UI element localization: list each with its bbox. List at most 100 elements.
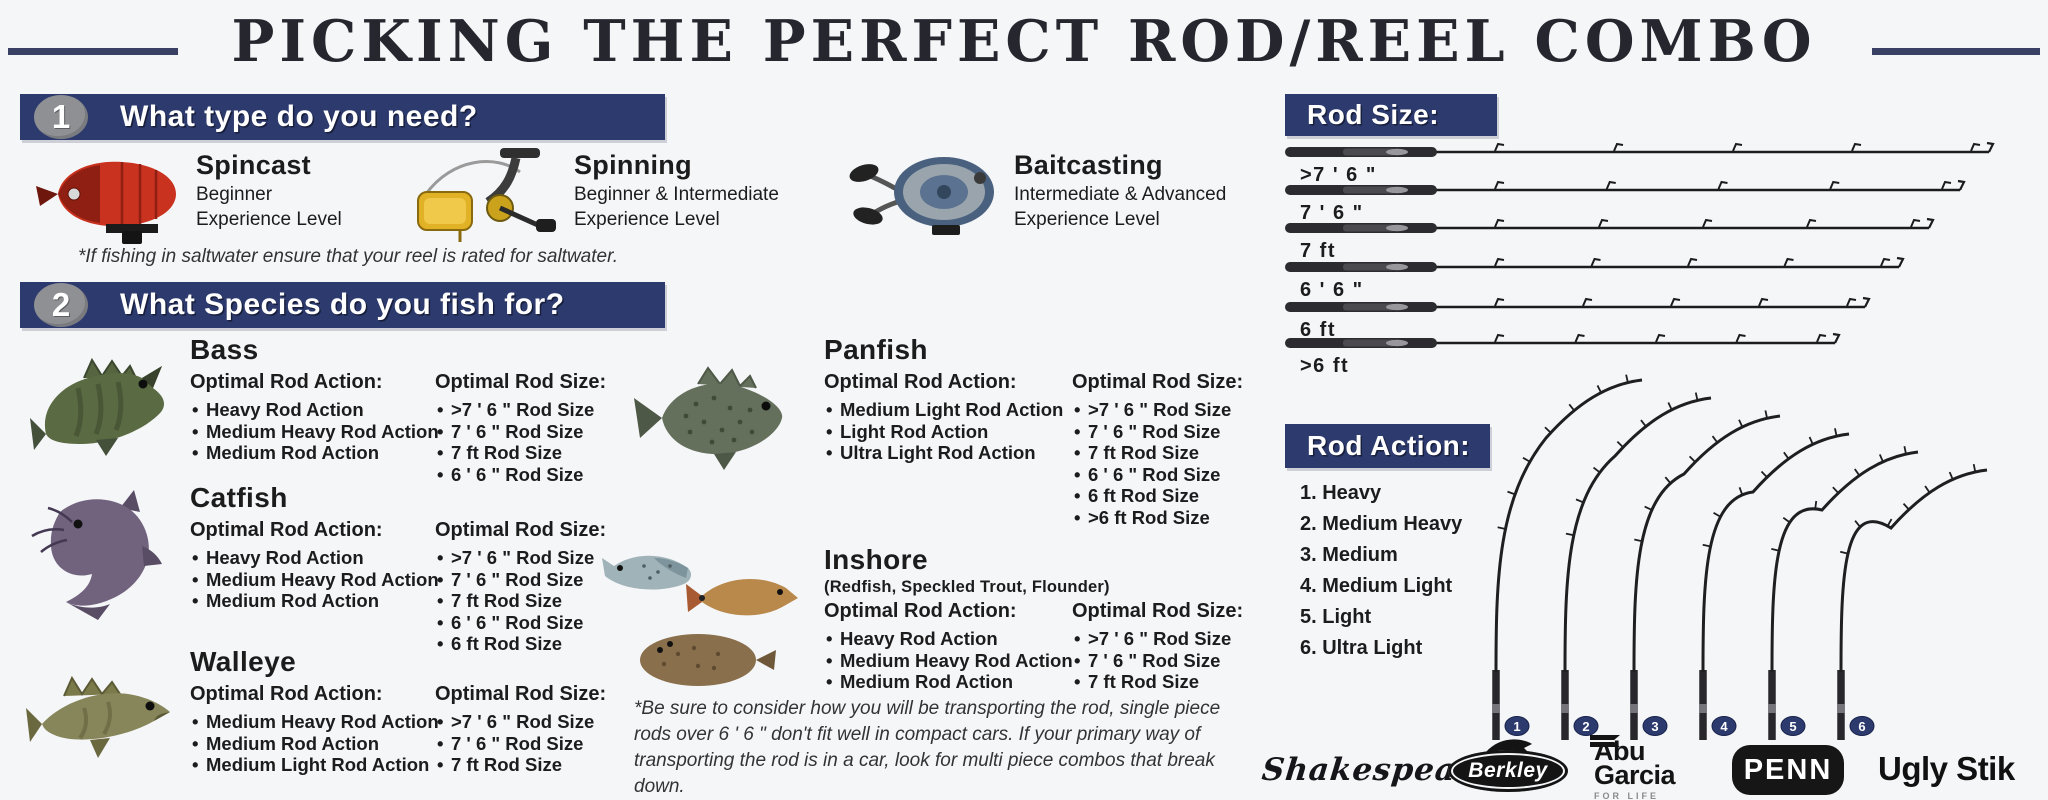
walleye-rod-action-list: Medium Heavy Rod ActionMedium Rod Action…	[190, 711, 439, 776]
brand-berkley: Berkley	[1448, 739, 1568, 792]
inshore-subtitle: (Redfish, Speckled Trout, Flounder)	[824, 578, 1110, 596]
rod-action-legend-item: 4. Medium Light	[1300, 575, 1453, 597]
rod-size-rod-4	[1285, 256, 1907, 283]
brand-abu-garcia: Abu Garcia FOR LIFE	[1590, 735, 1676, 800]
optimal-rod-size-label: Optimal Rod Size:	[435, 519, 607, 541]
rod-size-item: >7 ' 6 " Rod Size	[1072, 628, 1243, 650]
rod-size-item: >7 ' 6 " Rod Size	[1072, 399, 1243, 421]
rod-size-rod-6	[1285, 332, 1843, 359]
step2-heading: What Species do you fish for?	[120, 288, 565, 321]
rod-action-heading: Rod Action:	[1307, 430, 1471, 461]
abu-garcia-tagline: FOR LIFE	[1594, 790, 1659, 800]
step2-number-badge: 2	[34, 283, 88, 327]
bass-rod-action-list: Heavy Rod ActionMedium Heavy Rod ActionM…	[190, 399, 439, 464]
catfish-fish-image	[24, 484, 180, 620]
svg-text:6: 6	[1858, 719, 1865, 734]
rod-size-item: 6 ft Rod Size	[1072, 485, 1243, 507]
abu-garcia-flag-icon	[1590, 735, 1620, 747]
rod-size-rod-2	[1285, 179, 1968, 206]
rod-size-label-6: >6 ft	[1300, 355, 1350, 377]
svg-text:3: 3	[1651, 719, 1658, 734]
rod-size-item: 7 ft Rod Size	[1072, 671, 1243, 693]
reel-level-line1: Beginner	[196, 184, 273, 205]
spincast-reel-image	[28, 146, 186, 246]
rod-size-item: 7 ft Rod Size	[435, 754, 606, 776]
rod-action-banner: Rod Action:	[1285, 424, 1490, 468]
panfish-fish-image	[626, 360, 804, 472]
rod-size-item: 6 ' 6 " Rod Size	[435, 612, 606, 634]
rod-size-item: 7 ' 6 " Rod Size	[435, 421, 606, 443]
panfish-rod-action-list: Medium Light Rod ActionLight Rod ActionU…	[824, 399, 1063, 464]
species-name-walleye: Walleye	[190, 646, 297, 677]
rod-size-item: 7 ft Rod Size	[1072, 442, 1243, 464]
step1-heading: What type do you need?	[120, 100, 478, 133]
rod-action-item: Heavy Rod Action	[190, 399, 439, 421]
rod-action-item: Ultra Light Rod Action	[824, 442, 1063, 464]
rod-size-item: 7 ft Rod Size	[435, 590, 606, 612]
rod-size-item: 6 ' 6 " Rod Size	[435, 464, 606, 486]
step2-banner: What Species do you fish for?	[20, 282, 665, 328]
rod-size-item: 7 ' 6 " Rod Size	[1072, 650, 1243, 672]
rod-size-label-4: 6 ' 6 "	[1300, 279, 1364, 301]
rod-size-item: >6 ft Rod Size	[1072, 507, 1243, 529]
optimal-rod-size-label: Optimal Rod Size:	[1072, 600, 1244, 622]
page-title: PICKING THE PERFECT ROD/REEL COMBO	[231, 8, 1817, 75]
rod-size-label-5: 6 ft	[1300, 319, 1336, 341]
bass-rod-size-column: Optimal Rod Size: >7 ' 6 " Rod Size7 ' 6…	[435, 371, 606, 485]
reel-name-baitcasting: Baitcasting	[1014, 150, 1163, 180]
reel-level-line2: Experience Level	[574, 209, 720, 230]
rod-size-rod-3	[1285, 217, 1937, 244]
rod-action-item: Medium Heavy Rod Action	[190, 421, 439, 443]
rod-size-item: >7 ' 6 " Rod Size	[435, 399, 606, 421]
inshore-rod-action-list: Heavy Rod ActionMedium Heavy Rod ActionM…	[824, 628, 1073, 693]
inshore-fish-image	[598, 538, 804, 694]
reel-name-spincast: Spincast	[196, 150, 311, 180]
berkley-logo-text: Berkley	[1448, 750, 1568, 792]
title-dash-left	[8, 48, 178, 55]
rod-action-curves-image: 1 2 3 4 5 6	[1492, 374, 1988, 740]
walleye-fish-image	[24, 648, 176, 770]
species-name-inshore: Inshore	[824, 544, 928, 575]
berkley-fish-icon	[1486, 739, 1532, 754]
catfish-rod-size-list: >7 ' 6 " Rod Size7 ' 6 " Rod Size7 ft Ro…	[435, 547, 606, 655]
rod-size-item: 7 ft Rod Size	[435, 442, 606, 464]
rod-size-heading: Rod Size:	[1307, 99, 1440, 130]
walleye-rod-size-list: >7 ' 6 " Rod Size7 ' 6 " Rod Size7 ft Ro…	[435, 711, 606, 776]
species-name-bass: Bass	[190, 334, 259, 365]
rod-size-label-3: 7 ft	[1300, 240, 1336, 262]
optimal-rod-action-label: Optimal Rod Action:	[190, 683, 383, 705]
rod-size-item: 7 ' 6 " Rod Size	[435, 733, 606, 755]
inshore-rod-action-column: Optimal Rod Action: Heavy Rod ActionMedi…	[824, 600, 1073, 693]
rod-action-item: Medium Light Rod Action	[190, 754, 439, 776]
reel-name-spinning: Spinning	[574, 150, 692, 180]
rod-size-label-2: 7 ' 6 "	[1300, 202, 1364, 224]
step1-banner: What type do you need?	[20, 94, 665, 140]
rod-size-rod-5	[1285, 296, 1873, 323]
panfish-rod-size-column: Optimal Rod Size: >7 ' 6 " Rod Size7 ' 6…	[1072, 371, 1243, 528]
rod-action-legend-item: 1. Heavy	[1300, 482, 1382, 504]
rod-action-legend-item: 5. Light	[1300, 606, 1372, 628]
spinning-label-block: Spinning Beginner & Intermediate Experie…	[574, 150, 779, 231]
rod-action-item: Medium Heavy Rod Action	[190, 569, 439, 591]
panfish-rod-size-list: >7 ' 6 " Rod Size7 ' 6 " Rod Size7 ft Ro…	[1072, 399, 1243, 528]
optimal-rod-action-label: Optimal Rod Action:	[190, 371, 383, 393]
catfish-rod-action-list: Heavy Rod ActionMedium Heavy Rod ActionM…	[190, 547, 439, 612]
reel-level-line1: Intermediate & Advanced	[1014, 184, 1227, 205]
saltwater-note: *If fishing in saltwater ensure that you…	[78, 246, 618, 267]
species-name-panfish: Panfish	[824, 334, 928, 365]
rod-action-item: Heavy Rod Action	[190, 547, 439, 569]
rod-action-item: Medium Rod Action	[190, 590, 439, 612]
rod-size-item: 6 ' 6 " Rod Size	[1072, 464, 1243, 486]
bass-rod-size-list: >7 ' 6 " Rod Size7 ' 6 " Rod Size7 ft Ro…	[435, 399, 606, 485]
species-name-catfish: Catfish	[190, 482, 288, 513]
rod-action-legend-item: 6. Ultra Light	[1300, 637, 1423, 659]
rod-action-item: Medium Heavy Rod Action	[190, 711, 439, 733]
title-dash-right	[1872, 48, 2040, 55]
walleye-rod-action-column: Optimal Rod Action: Medium Heavy Rod Act…	[190, 683, 439, 776]
rod-action-item: Medium Heavy Rod Action	[824, 650, 1073, 672]
optimal-rod-size-label: Optimal Rod Size:	[435, 371, 607, 393]
transport-note: *Be sure to consider how you will be tra…	[634, 698, 1221, 797]
catfish-rod-action-column: Optimal Rod Action: Heavy Rod ActionMedi…	[190, 519, 439, 612]
optimal-rod-action-label: Optimal Rod Action:	[190, 519, 383, 541]
